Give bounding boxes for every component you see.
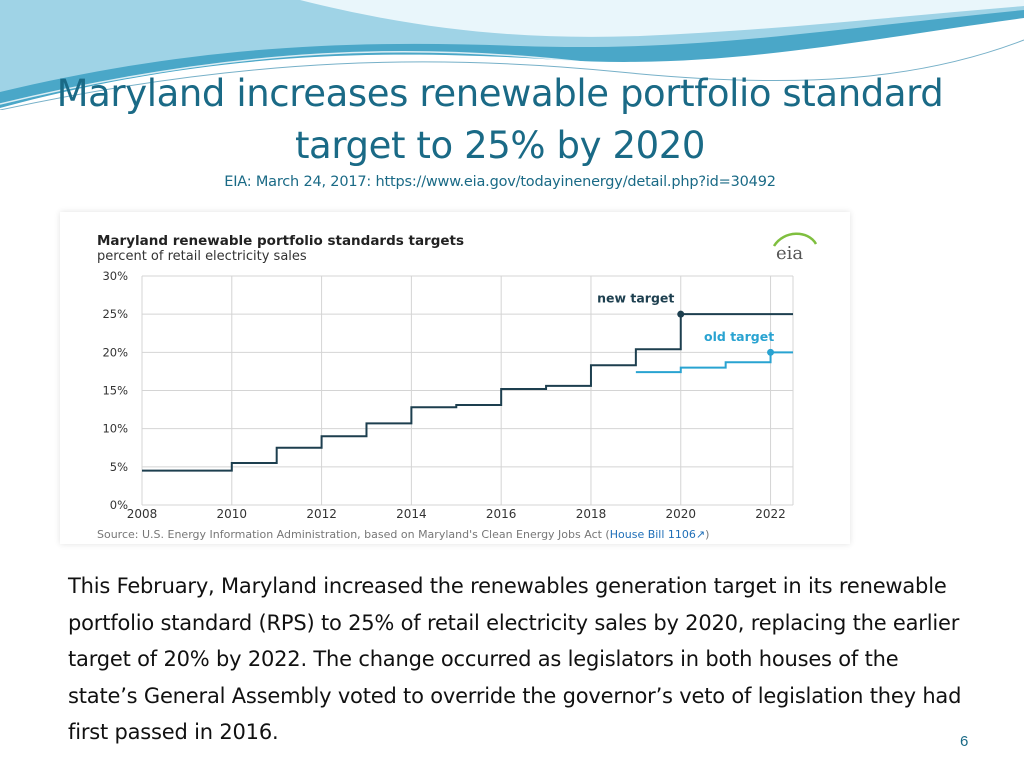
slide-body-text: This February, Maryland increased the re… <box>68 574 962 744</box>
old-target-label: old target <box>704 329 774 344</box>
slide-title-line-2: target to 25% by 2020 <box>294 124 706 167</box>
slide-source-citation: EIA: March 24, 2017: https://www.eia.gov… <box>224 174 776 190</box>
eia-logo-text: eia <box>776 243 803 264</box>
x-tick-label: 2018 <box>576 507 607 521</box>
page-number: 6 <box>960 733 969 750</box>
chart-source-suffix: ) <box>705 528 709 541</box>
x-tick-label: 2012 <box>306 507 337 521</box>
old-target-marker <box>767 348 775 356</box>
new-target-label: new target <box>597 291 674 306</box>
eia-logo: eia <box>772 232 818 264</box>
slide-title: Maryland increases renewable portfolio s… <box>0 68 1000 172</box>
x-tick-label: 2014 <box>396 507 427 521</box>
y-tick-label: 30% <box>102 269 128 283</box>
x-tick-label: 2010 <box>217 507 248 521</box>
new-target-marker <box>677 310 685 318</box>
rps-targets-chart: Maryland renewable portfolio standards t… <box>97 232 818 541</box>
y-tick-label: 20% <box>102 345 128 359</box>
chart-subtitle: percent of retail electricity sales <box>97 249 307 264</box>
chart-title: Maryland renewable portfolio standards t… <box>97 233 464 249</box>
y-tick-label: 15% <box>102 384 128 398</box>
external-link-icon: ↗ <box>696 528 705 541</box>
x-tick-label: 2008 <box>127 507 158 521</box>
y-tick-label: 0% <box>110 498 128 512</box>
house-bill-link[interactable]: House Bill 1106 <box>610 528 696 541</box>
x-tick-label: 2022 <box>755 507 786 521</box>
slide-title-line-1: Maryland increases renewable portfolio s… <box>56 72 944 115</box>
header-wave-decoration <box>0 0 1024 110</box>
chart-source-prefix: Source: U.S. Energy Information Administ… <box>97 528 610 541</box>
y-tick-label: 5% <box>110 460 128 474</box>
new-target-line <box>142 313 793 472</box>
y-tick-label: 10% <box>102 422 128 436</box>
chart-source-note: Source: U.S. Energy Information Administ… <box>97 528 709 541</box>
y-tick-label: 25% <box>102 307 128 321</box>
x-tick-label: 2020 <box>665 507 696 521</box>
x-tick-label: 2016 <box>486 507 517 521</box>
chart-panel: Maryland renewable portfolio standards t… <box>60 212 850 544</box>
